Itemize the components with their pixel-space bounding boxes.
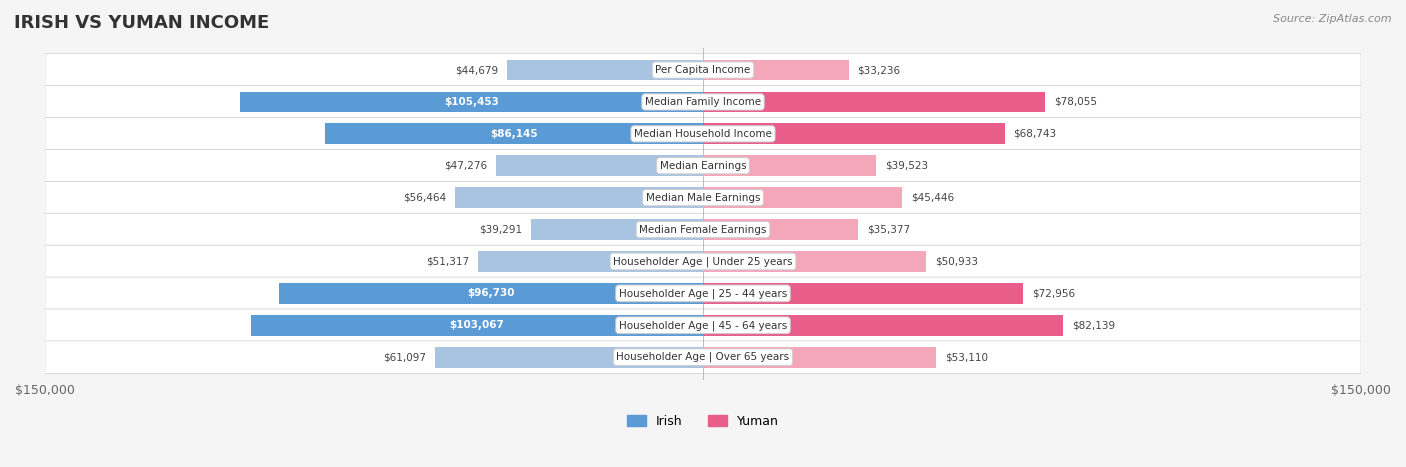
Bar [478,251,703,272]
Text: IRISH VS YUMAN INCOME: IRISH VS YUMAN INCOME [14,14,270,32]
Text: Median Female Earnings: Median Female Earnings [640,225,766,234]
Bar [530,219,703,240]
FancyBboxPatch shape [45,341,1361,374]
Text: $61,097: $61,097 [384,352,426,362]
Text: Householder Age | 25 - 44 years: Householder Age | 25 - 44 years [619,288,787,298]
FancyBboxPatch shape [45,118,1361,150]
FancyBboxPatch shape [45,309,1361,341]
FancyBboxPatch shape [45,85,1361,118]
Text: $47,276: $47,276 [444,161,486,171]
Bar [434,347,703,368]
Text: $44,679: $44,679 [456,65,498,75]
Text: Householder Age | Over 65 years: Householder Age | Over 65 years [616,352,790,362]
Bar [703,92,1046,112]
Text: $39,291: $39,291 [478,225,522,234]
Bar [456,187,703,208]
Text: $50,933: $50,933 [935,256,979,267]
Text: $86,145: $86,145 [491,129,538,139]
Text: $68,743: $68,743 [1014,129,1056,139]
Bar [703,219,858,240]
Text: $35,377: $35,377 [868,225,910,234]
Bar [703,187,903,208]
Bar [703,60,849,80]
Bar [703,251,927,272]
FancyBboxPatch shape [45,277,1361,310]
Text: $51,317: $51,317 [426,256,470,267]
FancyBboxPatch shape [45,54,1361,86]
Text: Source: ZipAtlas.com: Source: ZipAtlas.com [1274,14,1392,24]
FancyBboxPatch shape [45,213,1361,246]
Text: $82,139: $82,139 [1073,320,1115,330]
Text: $78,055: $78,055 [1054,97,1097,107]
Bar [703,347,936,368]
Bar [495,156,703,176]
Text: $56,464: $56,464 [404,193,447,203]
Text: $33,236: $33,236 [858,65,901,75]
Text: Median Family Income: Median Family Income [645,97,761,107]
Bar [508,60,703,80]
Text: Median Male Earnings: Median Male Earnings [645,193,761,203]
Text: $103,067: $103,067 [450,320,505,330]
Bar [240,92,703,112]
Bar [250,315,703,336]
FancyBboxPatch shape [45,245,1361,278]
Bar [703,123,1004,144]
Bar [703,315,1063,336]
Text: $45,446: $45,446 [911,193,955,203]
Text: Per Capita Income: Per Capita Income [655,65,751,75]
Text: Median Household Income: Median Household Income [634,129,772,139]
Bar [703,156,876,176]
Text: Median Earnings: Median Earnings [659,161,747,171]
Bar [325,123,703,144]
Bar [703,283,1024,304]
FancyBboxPatch shape [45,149,1361,182]
Bar [278,283,703,304]
Text: $105,453: $105,453 [444,97,499,107]
Text: $96,730: $96,730 [467,288,515,298]
Text: Householder Age | 45 - 64 years: Householder Age | 45 - 64 years [619,320,787,331]
Text: $53,110: $53,110 [945,352,988,362]
Text: $72,956: $72,956 [1032,288,1076,298]
Text: $39,523: $39,523 [886,161,928,171]
Text: Householder Age | Under 25 years: Householder Age | Under 25 years [613,256,793,267]
FancyBboxPatch shape [45,181,1361,214]
Legend: Irish, Yuman: Irish, Yuman [623,410,783,433]
